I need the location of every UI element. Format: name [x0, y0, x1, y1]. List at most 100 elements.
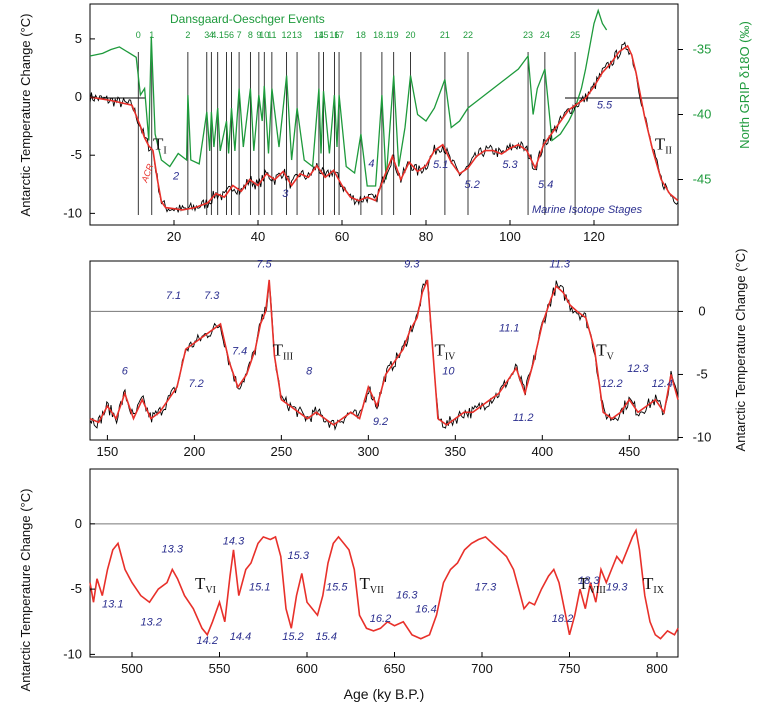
- panel-1-y-label: Antarctic Temperature Change (°C): [18, 14, 33, 217]
- mis-label: 13.2: [141, 617, 162, 629]
- mis-label: 3: [282, 188, 289, 200]
- mis-label: 15.3: [288, 550, 310, 562]
- mis-label: 12.4: [652, 378, 673, 390]
- panel-3-x-ticks: 500 550 600 650 700 750 800: [121, 652, 668, 676]
- y-tick-label: 0: [698, 303, 705, 318]
- x-axis-label: Age (ky B.P.): [344, 686, 425, 702]
- termination-label: TI: [153, 134, 167, 156]
- mis-label: 18.3: [578, 575, 600, 587]
- x-tick-label: 300: [357, 444, 379, 459]
- mis-label: 5.3: [502, 159, 518, 171]
- mis-label: 2: [172, 171, 179, 183]
- do-event-label: 17: [334, 30, 344, 40]
- mis-label: 5.2: [465, 179, 480, 191]
- termination-label: TIII: [273, 341, 293, 363]
- x-tick-label: 700: [471, 661, 493, 676]
- do-event-label: 24: [540, 30, 550, 40]
- mis-label: 4: [368, 158, 374, 170]
- mis-label: 16.4: [415, 604, 436, 616]
- y-tick-label: -10: [693, 429, 712, 444]
- do-event-label: 0: [136, 30, 141, 40]
- panel-3: 500 550 600 650 700 750 800 0-5-10 13.113.213.…: [18, 468, 679, 702]
- x-tick-label: 650: [384, 661, 406, 676]
- mis-label: 15.1: [249, 581, 270, 593]
- termination-label: TVII: [360, 574, 384, 596]
- do-event-label: 4.1: [211, 30, 224, 40]
- do-event-label: 4: [209, 30, 214, 40]
- mis-label: 8: [306, 365, 313, 377]
- mis-label: 7.2: [188, 378, 203, 390]
- x-tick-label: 100: [499, 229, 521, 244]
- do-event-label: 20: [405, 30, 415, 40]
- do-event-label: 12: [282, 30, 292, 40]
- panel-2-x-ticks: 150 200 250 300 350 400 450: [97, 435, 640, 459]
- panel-1-y2-ticks: -35 -40 -45: [678, 42, 711, 187]
- x-tick-label: 80: [419, 229, 433, 244]
- panel-2-mis-labels: 6 7.1 7.2 7.3 7.4 7.5 8 9.2 9.3 10 11.1 11.2 11.3 12.…: [122, 258, 673, 428]
- do-event-label: 5: [224, 30, 229, 40]
- temperature-series-line: [89, 44, 679, 211]
- x-tick-label: 750: [559, 661, 581, 676]
- x-tick-label: 120: [583, 229, 605, 244]
- mis-label: 5.5: [597, 100, 613, 112]
- panel-2-terminations: TIII TIV TV: [273, 341, 615, 363]
- acr-label: ACR: [139, 162, 155, 185]
- x-tick-label: 250: [271, 444, 293, 459]
- mis-label: 6: [122, 365, 129, 377]
- termination-label: TIV: [434, 341, 456, 363]
- mis-label: 14.3: [223, 536, 245, 548]
- do-event-label: 21: [440, 30, 450, 40]
- mis-label: 16.3: [396, 589, 418, 601]
- panel-1-x-ticks: 20 40 60 80 100 120: [167, 220, 605, 244]
- mis-label: 10: [442, 365, 455, 377]
- mis-label: 18.2: [552, 613, 573, 625]
- raw-series-line: [89, 279, 679, 431]
- y-tick-label: -10: [63, 646, 82, 661]
- do-event-label: 13: [292, 30, 302, 40]
- y-tick-label: 0: [75, 516, 82, 531]
- panel-2-y-label: Antarctic Temperature Change (°C): [733, 249, 748, 452]
- mis-label: 11.1: [499, 323, 520, 335]
- mis-label: 7.5: [256, 258, 272, 270]
- x-tick-label: 600: [296, 661, 318, 676]
- mis-title: Marine Isotope Stages: [532, 204, 643, 216]
- panel-2-frame: [89, 260, 679, 441]
- do-event-label: 8: [248, 30, 253, 40]
- panel-1-mis-labels: 2 3 4 5.1 5.2 5.3 5.4 5.5: [172, 100, 613, 200]
- y-tick-label: -10: [63, 205, 82, 220]
- do-event-label: 18.1: [373, 30, 391, 40]
- mis-label: 11.3: [549, 258, 570, 270]
- mis-label: 7.3: [204, 290, 220, 302]
- do-event-label: 16: [329, 30, 339, 40]
- do-event-label: 15: [319, 30, 329, 40]
- x-tick-label: 400: [531, 444, 553, 459]
- panel-3-y-ticks: 0 -5 -10: [63, 516, 95, 661]
- panel-1-y2-label: North GRIP δ18O (‰): [737, 21, 752, 149]
- mis-label: 9.3: [404, 258, 420, 270]
- do-event-label: 7: [237, 30, 242, 40]
- temperature-series-line: [89, 528, 679, 640]
- do-event-label: 10: [259, 30, 269, 40]
- mis-label: 7.4: [232, 345, 247, 357]
- do-event-label: 9: [256, 30, 261, 40]
- panel-3-mis-labels: 13.1 13.2 13.3 14.2 14.3 14.4 15.1 15.2 15.3 15.4…: [102, 536, 628, 647]
- termination-label: TV: [596, 341, 614, 363]
- mis-label: 12.3: [627, 363, 649, 375]
- y-tick-label: -5: [696, 366, 708, 381]
- x-tick-label: 450: [618, 444, 640, 459]
- mis-label: 9.2: [373, 416, 388, 428]
- x-tick-label: 20: [167, 229, 181, 244]
- mis-label: 14.4: [230, 631, 251, 643]
- mis-label: 13.1: [102, 598, 123, 610]
- mis-label: 19.3: [606, 581, 628, 593]
- termination-label: TVI: [195, 574, 216, 596]
- y-tick-label: 5: [75, 31, 82, 46]
- panel-3-y-label: Antarctic Temperature Change (°C): [18, 489, 33, 692]
- mis-label: 15.4: [316, 631, 337, 643]
- temperature-series-line: [89, 279, 679, 426]
- do-event-label: 2: [185, 30, 190, 40]
- y-tick-label: -45: [693, 172, 712, 187]
- mis-label: 5.4: [538, 179, 553, 191]
